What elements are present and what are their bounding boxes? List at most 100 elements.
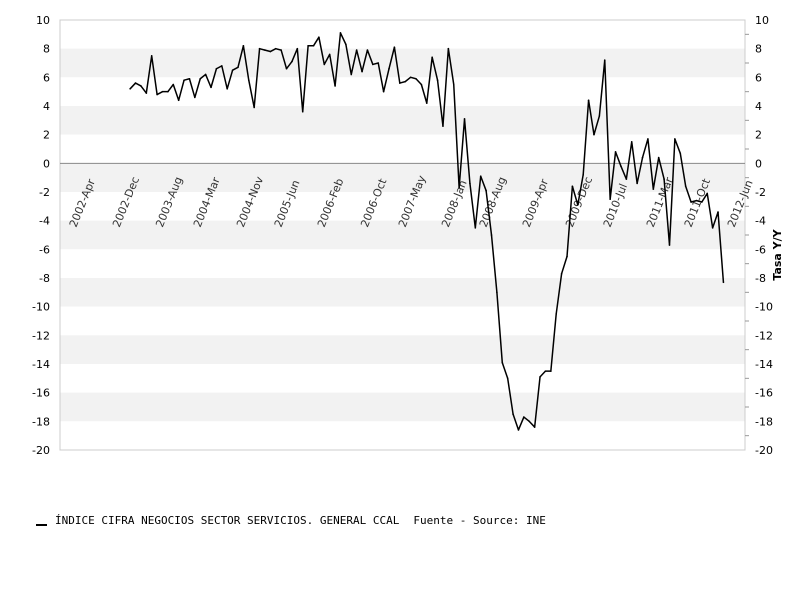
y-tick-label-left: 6: [43, 71, 50, 84]
y-tick-label-right: 2: [755, 129, 762, 142]
data-point: [177, 99, 180, 102]
data-point: [167, 90, 169, 93]
data-point: [717, 211, 719, 213]
data-point: [593, 133, 595, 136]
data-point: [399, 82, 401, 84]
data-point: [291, 60, 293, 63]
data-point: [544, 370, 547, 372]
data-point: [577, 204, 579, 206]
y-tick-label-left: -14: [32, 358, 50, 371]
grid-band: [60, 192, 745, 221]
data-point: [652, 188, 655, 190]
data-point: [226, 88, 228, 90]
y-tick-label-right: -8: [755, 272, 766, 285]
y-tick-label-left: -4: [39, 215, 50, 228]
grid-band: [60, 48, 745, 78]
data-point: [555, 313, 558, 315]
data-point: [706, 192, 709, 195]
data-point: [485, 189, 487, 192]
y-tick-label-left: -12: [32, 329, 50, 342]
data-point: [474, 227, 477, 229]
y-tick-label-right: -14: [755, 358, 773, 371]
data-point: [463, 118, 466, 120]
grid-band: [60, 20, 745, 49]
data-point: [566, 255, 568, 258]
data-point: [630, 141, 633, 143]
y-tick-label-right: -6: [755, 243, 766, 256]
data-point: [237, 66, 239, 69]
right-axis-ticks: [745, 33, 749, 437]
data-point: [404, 80, 407, 83]
data-point: [350, 73, 353, 76]
data-point: [479, 175, 482, 178]
data-point: [636, 182, 638, 185]
data-point: [571, 185, 574, 188]
data-point: [183, 79, 185, 81]
data-point: [501, 361, 504, 364]
y-tick-label-right: 0: [755, 157, 762, 170]
data-point: [388, 67, 390, 70]
data-point: [318, 36, 320, 38]
data-point: [647, 138, 649, 140]
right-axis-title: Tasa Y/Y: [771, 228, 784, 280]
y-tick-label-right: 10: [755, 14, 769, 27]
data-point: [512, 413, 514, 415]
grid-band: [60, 364, 745, 393]
data-point: [425, 102, 428, 104]
legend-series-label: ÍNDICE CIFRA NEGOCIOS SECTOR SERVICIOS. …: [55, 514, 400, 527]
data-point: [657, 156, 660, 159]
data-point: [695, 199, 698, 202]
data-point: [506, 377, 509, 380]
y-tick-label-left: -20: [32, 444, 50, 457]
data-point: [393, 46, 396, 49]
data-point: [339, 32, 342, 34]
y-tick-label-left: 0: [43, 157, 50, 170]
data-point: [172, 83, 175, 86]
data-point: [366, 49, 369, 51]
data-point: [517, 429, 520, 431]
grid-band: [60, 220, 745, 250]
data-point: [269, 50, 272, 53]
data-point: [372, 63, 374, 66]
y-tick-label-left: 2: [43, 129, 50, 142]
data-point: [345, 43, 347, 46]
data-point: [442, 125, 444, 127]
y-tick-label-right: -18: [755, 415, 773, 428]
y-tick-label-right: 4: [755, 100, 762, 113]
data-point: [711, 227, 714, 229]
data-point: [156, 93, 158, 96]
legend-line-swatch: [36, 524, 47, 526]
data-point: [533, 426, 536, 428]
y-tick-label-left: -8: [39, 272, 50, 285]
data-point: [609, 198, 611, 200]
grid-band: [60, 163, 745, 192]
data-point: [161, 90, 164, 93]
data-point: [247, 79, 250, 81]
data-point: [140, 85, 142, 87]
data-point: [253, 106, 255, 109]
left-y-tick-labels: 10 8 6 4 2 0 -2 -4 -6 -8 -10 -12 -14 -16 -18 -20: [32, 14, 50, 457]
y-tick-label-right: -4: [755, 215, 766, 228]
data-point: [490, 234, 493, 236]
data-point: [587, 99, 590, 102]
data-point: [194, 96, 196, 99]
data-point: [258, 47, 261, 50]
data-point: [679, 152, 682, 155]
grid-bands: [60, 20, 745, 450]
y-tick-label-right: -12: [755, 329, 773, 342]
data-point: [210, 86, 212, 89]
data-point: [684, 185, 687, 188]
data-point: [215, 67, 218, 70]
grid-band: [60, 335, 745, 364]
y-tick-label-right: 6: [755, 71, 762, 84]
y-tick-label-left: -10: [32, 301, 50, 314]
data-point: [560, 272, 563, 275]
data-point: [431, 56, 433, 59]
data-point: [323, 63, 326, 66]
data-point: [620, 165, 622, 167]
data-point: [307, 45, 309, 47]
data-point: [452, 83, 455, 86]
data-point: [285, 67, 288, 70]
y-tick-label-left: 4: [43, 100, 50, 113]
